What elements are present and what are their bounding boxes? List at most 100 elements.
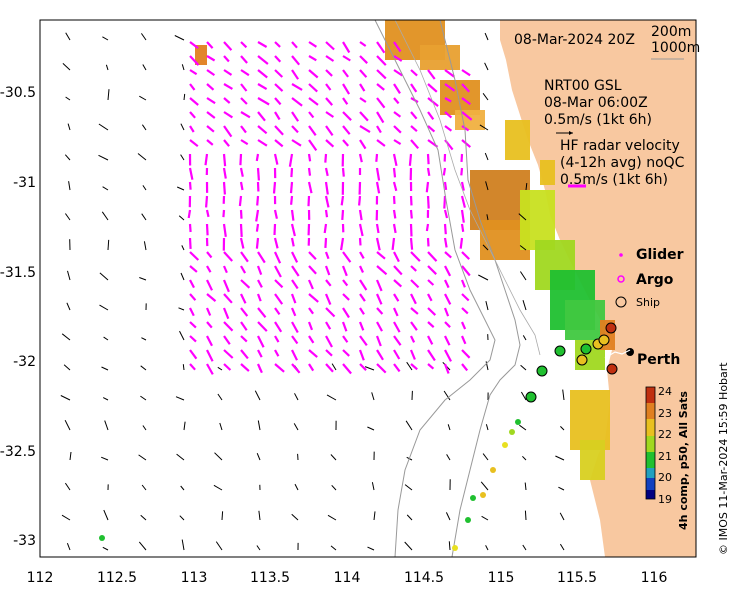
ship-point [576,354,588,366]
hf-arrow [393,41,402,53]
hf-arrow [443,209,449,219]
hf-arrow [188,237,192,249]
model-arrow [142,64,147,71]
model-arrow [367,426,375,431]
hf-arrow [291,111,300,122]
hf-arrow [274,69,284,78]
hf-arrow [308,111,315,119]
model-arrow [181,245,185,251]
hf-arrow [222,167,227,179]
model-arrow [559,543,565,551]
hf-arrow [410,279,420,289]
model-arrow [67,123,71,131]
hf-arrow [307,181,313,194]
model-arrow [258,510,261,521]
nrt-time: 08-Mar 06:00Z [544,95,648,111]
hf-arrow [274,279,284,289]
hf-arrow [257,55,269,65]
hf-arrow [257,335,265,348]
model-arrow [373,511,376,521]
glider-point [509,429,515,435]
hf-arrow [325,55,335,62]
hf-arrow [427,69,436,80]
ship-point [598,334,610,346]
colorbar-tick: 24 [658,385,672,398]
glider-point [502,442,508,448]
model-arrow [327,514,337,521]
ship-point [606,363,618,375]
hf-arrow [308,349,318,358]
model-arrow [141,484,147,491]
hf-arrow [257,251,266,264]
model-arrow [331,484,337,491]
hf-arrow [206,321,213,329]
hf-arrow [410,83,418,93]
hf-arrow [255,209,260,222]
hf-arrow [307,195,311,207]
hf-arrow [425,223,430,232]
y-tick-label: -31.5 [0,265,36,281]
model-arrow [559,512,565,521]
hf-arrow [206,265,212,273]
model-arrow [182,364,185,371]
model-arrow [175,396,185,401]
hf-arrow [223,293,233,304]
glider-point [515,419,521,425]
hf-arrow [223,335,231,345]
model-arrow [371,392,375,401]
datetime-label: 08-Mar-2024 20Z [514,32,635,48]
hf-arrow [460,335,467,345]
hf-arrow [342,349,350,357]
model-arrow [140,33,147,41]
hf-arrow [223,97,231,104]
y-tick-label: -32.5 [0,444,36,460]
glider-point [480,492,486,498]
hf-arrow [359,265,364,273]
hf-arrow [291,349,298,361]
hf-arrow [222,223,227,237]
x-tick-label: 114.5 [404,570,444,586]
hf-arrow [444,111,453,119]
model-arrow [447,424,451,431]
hf-arrow [444,69,455,78]
hf-arrow [291,83,303,91]
model-arrow [522,544,527,551]
hf-arrow [461,69,471,77]
hf-arrow [359,83,366,92]
hf-arrow [274,321,283,333]
hf-arrow [359,279,368,291]
hf-arrow [223,83,233,90]
model-arrow [519,245,527,251]
hf-arrow [460,223,465,232]
model-arrow [103,336,109,341]
hf-arrow [291,321,299,334]
model-arrow [107,89,110,101]
hf-arrow [223,139,230,147]
hf-arrow [410,321,418,331]
hf-arrow [273,153,279,165]
model-arrow [180,154,185,161]
hf-arrow [223,125,233,138]
model-arrow [519,424,527,431]
hf-arrow [444,125,453,132]
hf-arrow [240,363,250,372]
hf-arrow [257,69,268,79]
hf-arrow [188,167,194,180]
hf-arrow [238,195,243,207]
model-arrow [183,421,186,431]
hf-arrow [410,251,421,262]
colorbar-tick: 21 [658,450,672,463]
hf-arrow [427,265,437,275]
model-arrow [485,181,489,191]
hf-arrow [189,125,195,133]
hf-arrow [359,97,367,103]
hf-arrow [256,363,263,374]
hf-arrow [255,153,260,162]
y-tick-label: -32 [13,354,36,370]
sst-patch [455,110,485,130]
hf-arrow [189,363,196,371]
hf-arrow [288,153,294,167]
hf-arrow [409,209,413,219]
hf-arrow [206,335,213,347]
hf-arrow [239,209,243,219]
